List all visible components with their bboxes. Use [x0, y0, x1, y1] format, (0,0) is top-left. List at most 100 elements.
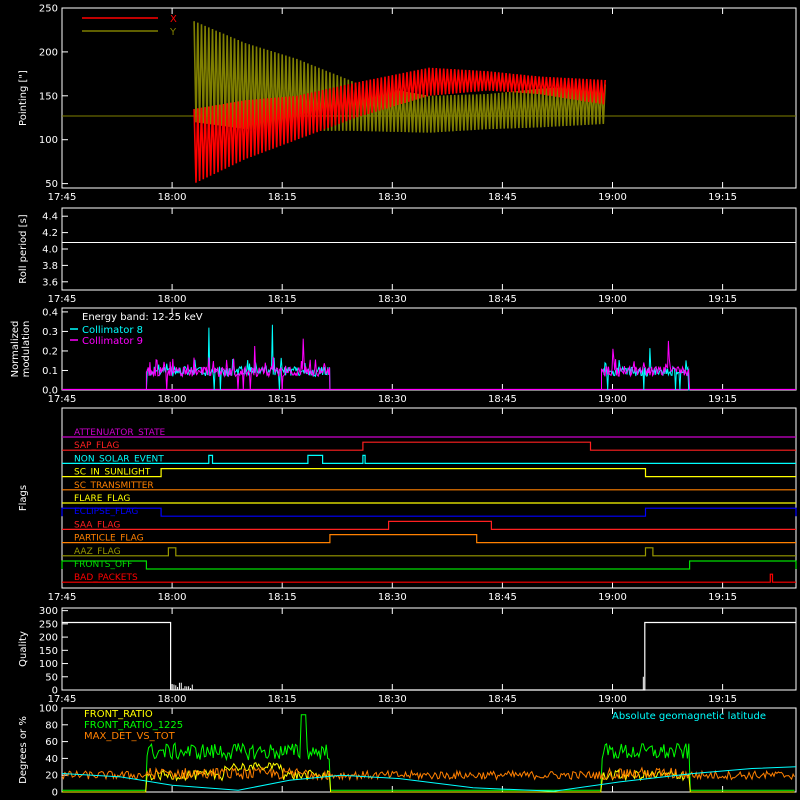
flags-series-non-solar-event: [62, 454, 796, 464]
modulation-ytick-label: 0.1: [42, 366, 58, 377]
quality-ytick-label: 300: [39, 606, 58, 617]
ratios-annotation: Absolute geomagnetic latitude: [612, 711, 766, 722]
pointing-ylabel: Pointing ["]: [18, 70, 29, 126]
quality-xtick-label: 18:30: [378, 694, 407, 705]
flags-label: AAZ_FLAG: [74, 547, 121, 557]
flags-series-saa-flag: [62, 520, 796, 531]
pointing-xtick-label: 18:30: [378, 192, 407, 203]
ratios-legend-label: FRONT_RATIO: [84, 709, 153, 720]
modulation-xtick-label: 19:15: [708, 394, 737, 405]
quality-ytick-label: 200: [39, 633, 58, 644]
pointing-ytick-label: 150: [39, 91, 58, 102]
modulation-legend-label: Collimator 8: [82, 325, 143, 336]
modulation-series-collimator-9: [145, 338, 331, 391]
quality-ytick-label: 50: [45, 672, 58, 683]
modulation-xtick-label: 18:15: [268, 394, 297, 405]
ratios-legend-label: MAX_DET_VS_TOT: [84, 731, 176, 742]
flags-label: BAD_PACKETS: [74, 573, 138, 583]
flags-label: SAA_FLAG: [74, 520, 120, 530]
flags-series-sc-in-sunlight: [62, 468, 796, 478]
quality-series-line: [62, 621, 796, 691]
flags-label: FRONTS_OFF: [74, 560, 132, 570]
modulation-xtick-label: 17:45: [48, 394, 77, 405]
flags-label: SC_IN_SUNLIGHT: [74, 468, 151, 478]
flags-label: FLARE_FLAG: [74, 494, 130, 504]
ratios-series-front-ratio-1225: [62, 714, 795, 791]
roll-ytick-label: 4.0: [42, 245, 58, 256]
pointing-ytick-label: 250: [39, 4, 58, 15]
pointing-legend-label: X: [170, 14, 177, 25]
pointing-xtick-label: 18:45: [488, 192, 517, 203]
flags-xtick-label: 19:00: [598, 592, 627, 603]
roll-xtick-label: 18:30: [378, 294, 407, 305]
modulation-series-collimator-8: [145, 324, 331, 391]
pointing-series-x: [193, 67, 606, 183]
modulation-ylabel: Normalized: [10, 321, 21, 378]
modulation-series-collimator-9: [601, 340, 691, 391]
modulation-xtick-label: 18:45: [488, 394, 517, 405]
roll-xtick-label: 19:00: [598, 294, 627, 305]
modulation-xtick-label: 18:00: [158, 394, 187, 405]
ratios-ytick-label: 100: [39, 704, 58, 715]
flags-xtick-label: 18:15: [268, 592, 297, 603]
flags-series-particle-flag: [62, 533, 796, 544]
quality-ytick-label: 100: [39, 659, 58, 670]
flags-series-aaz-flag: [62, 547, 796, 557]
ratios-ytick-label: 60: [45, 737, 58, 748]
quality-xtick-label: 17:45: [48, 694, 77, 705]
ratios-ytick-label: 20: [45, 771, 58, 782]
flags-series-sap-flag: [62, 441, 796, 451]
roll-ytick-label: 4.4: [42, 212, 58, 223]
pointing-xtick-label: 19:00: [598, 192, 627, 203]
ratios-series-geomagnetic-latitude: [61, 766, 797, 792]
flags-series-eclipse-flag: [61, 507, 797, 517]
ratios-ytick-label: 80: [45, 720, 58, 731]
roll-ytick-label: 3.6: [42, 277, 58, 288]
pointing-xtick-label: 17:45: [48, 192, 77, 203]
flags-xtick-label: 18:00: [158, 592, 187, 603]
quality-ytick-label: 0: [52, 686, 58, 697]
roll-xtick-label: 18:45: [488, 294, 517, 305]
quality-xtick-label: 18:15: [268, 694, 297, 705]
pointing-xtick-label: 18:00: [158, 192, 187, 203]
modulation-series-collimator-8: [601, 348, 690, 391]
pointing-xtick-label: 19:15: [708, 192, 737, 203]
ratios-ylabel: Degrees or %: [18, 716, 29, 784]
pointing-ytick-label: 200: [39, 47, 58, 58]
flags-label: SAP_FLAG: [74, 441, 119, 451]
quality-xtick-label: 18:00: [158, 694, 187, 705]
pointing-ytick-label: 100: [39, 135, 58, 146]
pointing-xtick-label: 18:15: [268, 192, 297, 203]
modulation-xtick-label: 19:00: [598, 394, 627, 405]
quality-ytick-label: 250: [39, 619, 58, 630]
quality-ytick-label: 150: [39, 646, 58, 657]
flags-plot-frame: [61, 407, 797, 589]
flags-xtick-label: 19:15: [708, 592, 737, 603]
roll-plot-frame: [61, 207, 797, 291]
modulation-legend-label: Collimator 9: [82, 336, 143, 347]
flags-xtick-label: 17:45: [48, 592, 77, 603]
roll-xtick-label: 18:15: [268, 294, 297, 305]
flags-series-bad-packets: [62, 573, 796, 583]
roll-ylabel: Roll period [s]: [18, 214, 29, 283]
roll-xtick-label: 18:00: [158, 294, 187, 305]
modulation-ytick-label: 0.2: [42, 346, 58, 357]
ratios-legend-label: FRONT_RATIO_1225: [84, 720, 183, 731]
flags-label: SC_TRANSMITTER: [74, 481, 154, 491]
quality-xtick-label: 19:15: [708, 694, 737, 705]
ratios-ytick-label: 40: [45, 754, 58, 765]
ratios-ytick-label: 0: [52, 788, 58, 799]
modulation-ytick-label: 0.4: [42, 307, 58, 318]
pointing-legend-label: Y: [169, 27, 177, 38]
roll-ytick-label: 4.2: [42, 228, 58, 239]
flags-label: ECLIPSE_FLAG: [74, 507, 138, 517]
roll-xtick-label: 17:45: [48, 294, 77, 305]
quality-ylabel: Quality: [18, 631, 29, 667]
modulation-ytick-label: 0.0: [42, 386, 58, 397]
roll-ytick-label: 3.8: [42, 261, 58, 272]
pointing-series-y: [193, 21, 606, 133]
flags-label: PARTICLE_FLAG: [74, 534, 144, 544]
flags-series-fronts-off: [61, 560, 797, 570]
modulation-ytick-label: 0.3: [42, 327, 58, 338]
